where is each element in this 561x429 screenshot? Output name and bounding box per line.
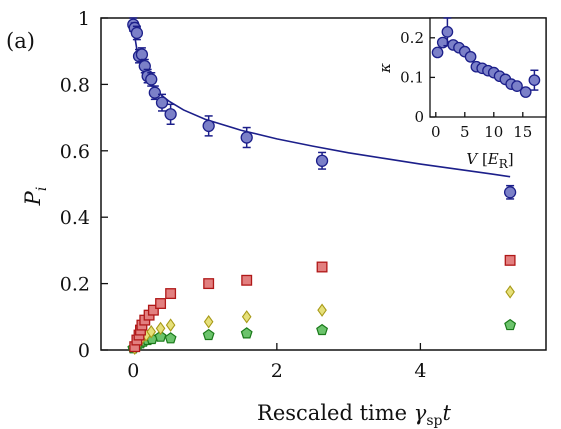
main-axes-frame xyxy=(100,17,547,351)
y-tick-label: 0.6 xyxy=(60,141,90,163)
y-tick-label: 1 xyxy=(78,8,90,30)
data-point-square xyxy=(241,274,253,286)
data-point-circle xyxy=(155,96,169,109)
data-point-circle xyxy=(441,26,454,38)
main-plot: 0 2 4 0 0.2 0.4 0.6 0.8 1 Pi Rescaled time γspt xyxy=(21,8,547,429)
inset-plot: 0 5 10 15 0 0.1 0.2 κ V [ER] xyxy=(376,17,547,171)
data-point-circle xyxy=(315,154,329,167)
y-tick-label: 0.2 xyxy=(400,29,424,47)
data-point-circle xyxy=(240,131,253,144)
x-tick-label: 0 xyxy=(431,123,441,141)
data-point-circle xyxy=(164,108,177,121)
x-tick-label: 10 xyxy=(484,123,503,141)
data-point-diamond xyxy=(165,318,176,332)
data-point-square xyxy=(165,288,177,300)
series-circle xyxy=(127,17,517,200)
data-point-pentagon xyxy=(504,318,517,331)
main-x-axis-title: Rescaled time γspt xyxy=(257,401,451,429)
y-tick-label: 0 xyxy=(414,108,424,126)
series-circle xyxy=(431,17,541,98)
inset-x-axis-title: V [ER] xyxy=(466,150,513,171)
data-point-pentagon xyxy=(202,328,215,341)
data-point-pentagon xyxy=(164,332,177,344)
series-square xyxy=(129,254,516,353)
y-tick-label: 0.8 xyxy=(60,74,90,96)
data-point-pentagon xyxy=(240,327,253,339)
data-point-circle xyxy=(130,26,144,40)
series-diamond xyxy=(129,285,515,356)
data-point-circle xyxy=(431,46,444,59)
x-tick-label: 5 xyxy=(460,123,470,141)
data-point-square xyxy=(316,261,328,273)
data-point-square xyxy=(203,278,215,290)
y-tick-label: 0.4 xyxy=(60,207,90,229)
x-tick-label: 4 xyxy=(414,360,426,382)
x-tick-label: 15 xyxy=(513,123,532,141)
data-point-circle xyxy=(511,80,523,92)
inset-data xyxy=(431,17,541,98)
data-point-circle xyxy=(519,86,532,98)
data-point-circle xyxy=(528,74,541,87)
y-tick-label: 0 xyxy=(78,340,90,362)
y-tick-label: 0.1 xyxy=(400,68,424,86)
inset-y-ticks: 0 0.1 0.2 xyxy=(400,29,435,126)
main-y-axis-title: Pi xyxy=(21,187,50,207)
data-point-circle xyxy=(202,119,215,133)
x-tick-label: 2 xyxy=(271,360,283,382)
x-tick-label: 0 xyxy=(127,360,139,382)
main-x-ticks: 0 2 4 xyxy=(127,343,426,382)
data-point-pentagon xyxy=(154,330,167,342)
data-point-circle xyxy=(145,73,158,86)
main-data xyxy=(127,17,517,356)
data-point-diamond xyxy=(241,310,252,324)
data-point-circle xyxy=(464,50,477,63)
data-point-square xyxy=(155,298,167,309)
series-pentagon xyxy=(127,318,517,354)
inset-x-ticks: 0 5 10 15 xyxy=(431,112,532,141)
data-point-diamond xyxy=(155,321,166,336)
main-y-ticks: 0 0.2 0.4 0.6 0.8 1 xyxy=(60,8,108,362)
data-point-diamond xyxy=(317,303,327,317)
data-point-circle xyxy=(148,86,161,99)
data-point-diamond xyxy=(505,285,515,299)
inset-y-axis-title: κ xyxy=(376,63,394,74)
data-point-circle xyxy=(135,48,149,61)
panel-label: (a) xyxy=(6,29,35,53)
data-point-square xyxy=(504,254,516,266)
data-point-diamond xyxy=(146,325,157,339)
data-point-pentagon xyxy=(316,323,329,336)
inset-axes-frame xyxy=(429,17,547,118)
data-point-diamond xyxy=(203,315,214,329)
data-point-square xyxy=(147,304,159,316)
y-tick-label: 0.2 xyxy=(60,274,90,296)
data-point-circle xyxy=(503,186,517,199)
